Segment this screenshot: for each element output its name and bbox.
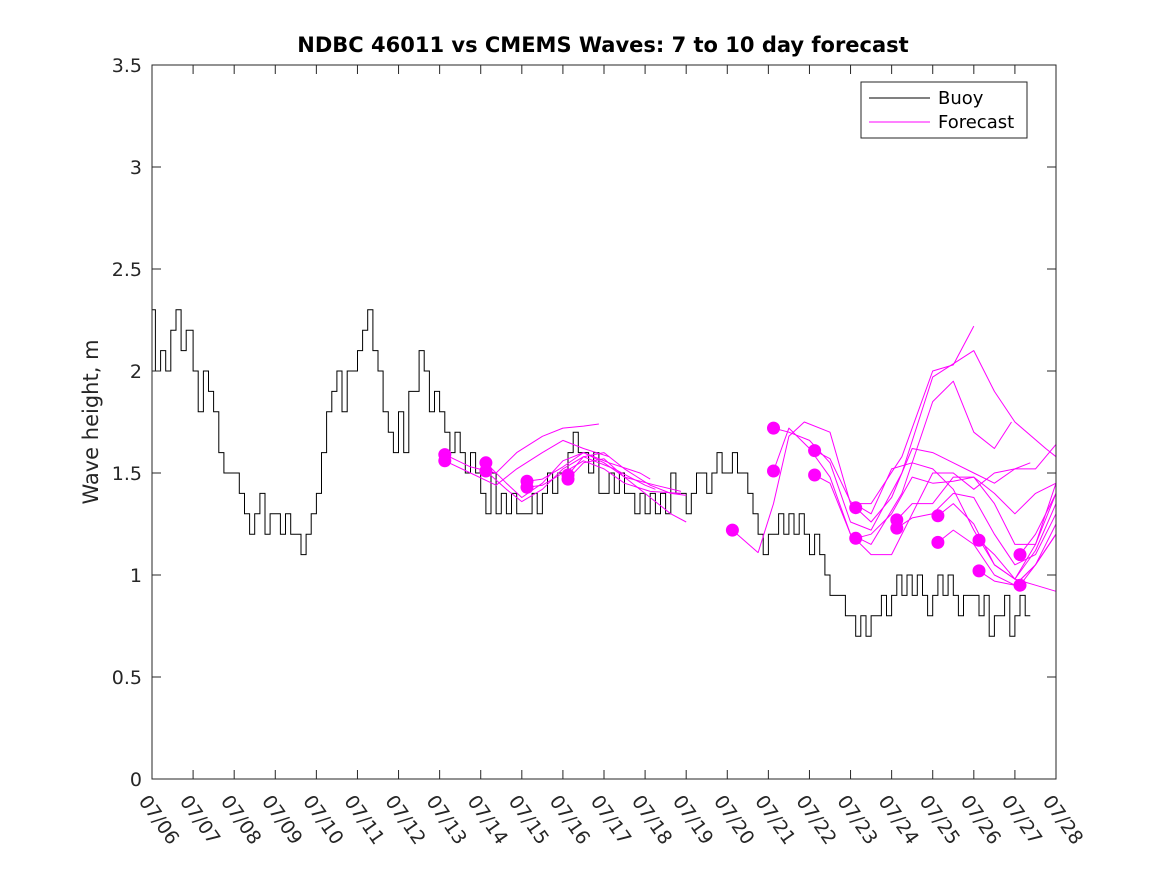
forecast-marker-group [438, 421, 1027, 592]
forecast-start-marker [561, 472, 575, 486]
forecast-line [567, 458, 687, 523]
forecast-line [814, 462, 1031, 556]
forecast-line [444, 439, 610, 486]
y-tick-label: 1.5 [112, 463, 142, 485]
buoy-series [152, 309, 1031, 637]
forecast-line [855, 476, 1057, 539]
forecast-start-marker [767, 421, 780, 435]
forecast-start-marker [1013, 548, 1027, 562]
forecast-line [526, 452, 682, 492]
plot-area [152, 65, 1056, 779]
legend-box [860, 81, 1028, 139]
forecast-line [896, 492, 1057, 566]
forecast-start-marker [890, 521, 904, 535]
forecast-line [937, 503, 1057, 580]
forecast-start-marker [972, 533, 986, 547]
legend: Buoy Forecast [860, 81, 1028, 139]
y-tick-label: 0.5 [112, 667, 142, 689]
forecast-start-marker [849, 531, 863, 545]
forecast-start-marker [520, 480, 534, 494]
forecast-line [1019, 533, 1057, 586]
forecast-start-marker [479, 464, 493, 478]
forecast-line [732, 325, 975, 554]
y-tick-label: 3 [130, 157, 142, 179]
forecast-line [1019, 493, 1057, 555]
forecast-start-marker [849, 501, 863, 515]
forecast-start-marker [1013, 578, 1027, 592]
buoy-line [152, 309, 1031, 637]
forecast-line [526, 460, 682, 494]
forecast-start-marker [808, 468, 822, 482]
forecast-start-marker [931, 535, 945, 549]
y-axis-label: Wave height, m [79, 339, 103, 504]
forecast-start-marker [438, 454, 452, 468]
forecast-start-marker [725, 523, 739, 537]
forecast-line [855, 444, 1057, 523]
forecast-line [485, 452, 651, 498]
forecast-line [567, 452, 687, 496]
y-tick-label: 3.5 [112, 55, 142, 77]
forecast-line [896, 476, 1057, 545]
legend-buoy-label: Buoy [938, 88, 984, 109]
legend-forecast-label: Forecast [938, 112, 1014, 133]
forecast-line [978, 493, 1057, 580]
forecast-line [444, 423, 599, 474]
y-tick-label: 2.5 [112, 259, 142, 281]
y-tick-label: 1 [130, 565, 142, 587]
y-tick-label: 2 [130, 361, 142, 383]
forecast-start-marker [931, 509, 945, 523]
y-tick-label: 0 [130, 769, 142, 791]
y-axis-ticks: 0 0.5 1 1.5 2 2.5 3 3.5 [112, 55, 1056, 791]
forecast-start-marker [808, 444, 822, 458]
forecast-start-marker [767, 464, 780, 478]
chart-title: NDBC 46011 vs CMEMS Waves: 7 to 10 day f… [297, 33, 908, 57]
forecast-start-marker [972, 564, 986, 578]
